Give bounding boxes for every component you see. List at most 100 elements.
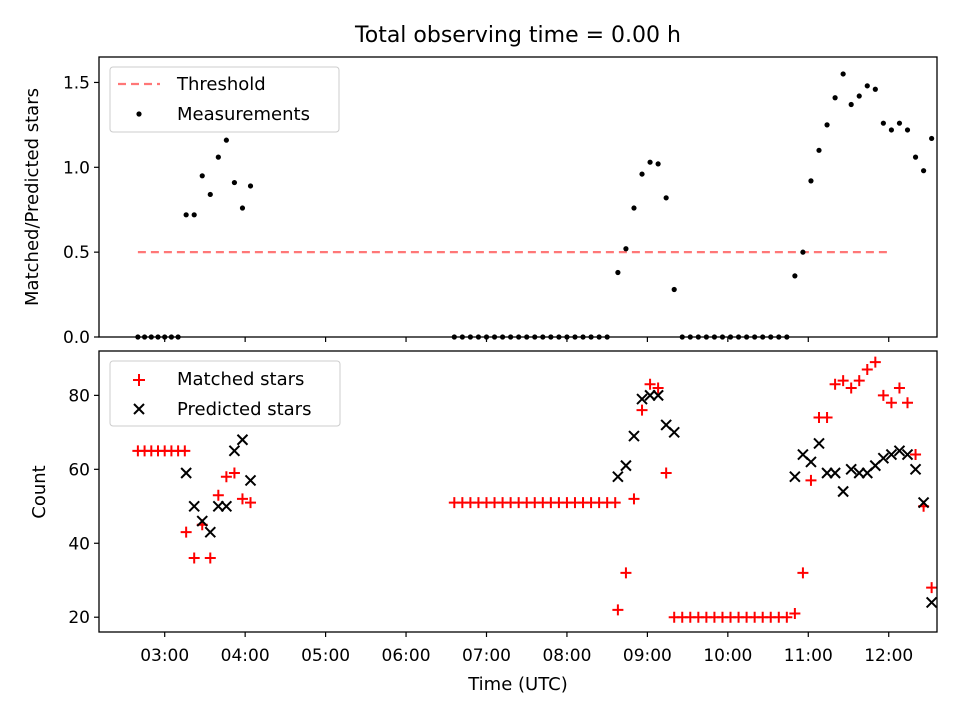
matched-point [869,356,881,368]
measurement-point [199,173,205,179]
bottom-x-tick-label: 12:00 [864,646,913,666]
predicted-point [901,448,914,461]
matched-legend-swatch [133,374,145,386]
bottom-y-tick-label: 20 [68,608,90,628]
bottom-x-tick-label: 07:00 [462,646,511,666]
bottom-x-tick-label: 08:00 [542,646,591,666]
measurement-point [800,249,806,255]
measurement-point [864,83,870,89]
measurement-point [792,273,798,279]
measurement-point [631,205,637,211]
predicted-point [909,463,922,476]
measurement-point [920,168,927,174]
bottom-x-tick-label: 09:00 [623,646,672,666]
matched-point [660,467,672,479]
bottom-x-axis: 03:00 04:00 05:00 06:00 07:00 08:00 09:00 10:00… [140,632,913,666]
top-y-tick-label: 1.5 [63,73,90,93]
measurement-point [655,161,661,167]
matched-point [652,382,664,394]
matched-point [620,567,632,579]
matched-point [821,412,833,424]
matched-point [829,378,841,390]
bottom-y-tick-label: 60 [68,460,90,480]
matched-point [179,445,191,457]
count-panel: Count Time (UTC) 20 40 60 80 03:00 04:00 05:0… [29,350,938,695]
matched-point [180,526,192,538]
measurement-point [856,93,862,99]
matched-point [628,493,640,505]
matched-point [204,552,216,564]
measurement-point [896,120,903,126]
matched-legend-label: Matched stars [177,369,304,390]
top-legend-box [109,66,340,133]
predicted-point [805,456,817,468]
predicted-legend-label: Predicted stars [177,399,311,420]
predicted-point [620,459,632,472]
bottom-x-tick-label: 04:00 [221,646,270,666]
bottom-x-tick-label: 06:00 [382,646,431,666]
bottom-x-tick-label: 03:00 [140,646,189,666]
predicted-point [877,452,890,464]
threshold-legend-label: Threshold [176,74,266,95]
predicted-point [829,467,841,479]
top-axes-frame [98,56,938,338]
matched-point [837,375,849,387]
matched-point [877,389,889,401]
bottom-y-tick-label: 80 [68,386,90,406]
predicted-point [188,500,200,512]
matched-point [228,467,240,479]
matched-point [861,363,873,375]
measurement-point [840,71,846,77]
measurement-point [663,195,669,201]
matched-point [926,582,938,594]
bottom-y-axis-label: Count [29,465,50,518]
matched-point [188,552,200,564]
measurement-point [615,269,621,276]
matched-point [853,375,865,387]
predicted-point [813,437,825,450]
measurement-point [239,205,246,211]
predicted-point [917,496,930,509]
measurement-point [888,127,895,133]
bottom-axes-frame [98,350,938,633]
top-x-axis [164,337,890,342]
matched-point [644,378,656,390]
predicted-point [236,434,249,446]
chart-title: Total observing time = 0.00 h [354,23,681,48]
matched-point [609,497,621,509]
matched-point [845,382,857,394]
matched-point [902,397,914,409]
measurement-point [223,137,229,143]
predicted-point [636,393,648,405]
measurement-point [191,212,197,218]
predicted-point [789,471,801,483]
measurement-point [904,127,911,133]
top-y-tick-label: 0.5 [63,243,90,263]
matched-point [212,489,224,501]
bottom-x-tick-label: 05:00 [301,646,350,666]
predicted-point [668,426,680,439]
measurement-point [207,191,213,198]
predicted-point [196,515,208,527]
matched-point [781,611,793,623]
top-y-axis-label: Matched/Predicted stars [22,88,43,306]
predicted-point [925,596,938,609]
predicted-legend-swatch [133,403,145,415]
ratio-panel: Total observing time = 0.00 h Matched/Pr… [22,23,938,348]
matched-point [236,493,248,505]
matched-point [220,471,232,483]
predicted-point [244,474,257,487]
measurement-point [215,154,221,160]
matched-point [612,604,624,616]
measurement-point [848,101,854,108]
matched-point [910,449,922,461]
measurement-point [912,154,919,160]
measurement-point [639,171,645,177]
bottom-legend-box [109,360,341,427]
measurements-legend-label: Measurements [177,104,310,125]
predicted-point [893,445,906,457]
measurement-point [816,147,822,153]
measurement-point [647,159,653,165]
matched-point [885,397,897,409]
measurement-point [183,212,189,218]
